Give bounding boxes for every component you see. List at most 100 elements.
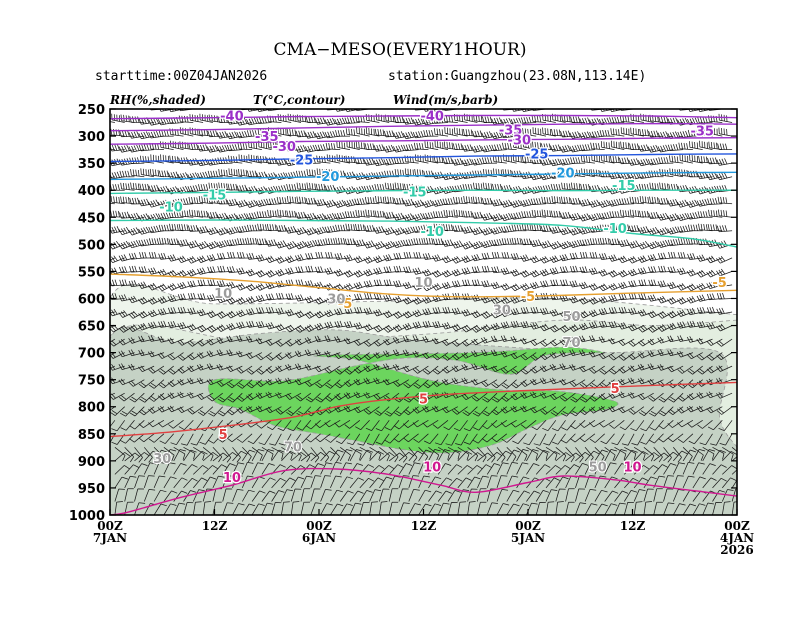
wind-barb [373,240,390,250]
wind-barb [295,325,311,333]
temperature-label: -10 [603,222,627,237]
wind-barb [579,406,596,415]
wind-barb [588,267,605,275]
wind-barb [202,476,217,489]
wind-barb [285,363,302,371]
wind-barb [373,363,390,371]
wind-barb [197,293,213,300]
wind-barb [363,158,380,166]
wind-barb [608,321,625,329]
y-tick-label: 300 [78,130,105,145]
wind-barb [491,266,507,274]
wind-barb [696,282,713,291]
wind-barb [432,352,449,361]
wind-barb [237,251,253,259]
wind-barb [355,209,370,218]
wind-barb [388,452,405,462]
wind-barb [408,447,418,463]
wind-barb [266,157,282,165]
temperature-label: 5 [611,382,620,397]
wind-barb [653,452,670,462]
wind-barb [663,447,672,463]
wind-barb [124,452,141,462]
temperature-label: -15 [612,179,636,194]
wind-barb [526,463,540,475]
wind-barb [639,210,654,218]
wind-barb [206,226,223,236]
wind-barb [118,294,135,302]
wind-barb [217,116,233,123]
wind-barb [447,464,463,475]
wind-barb [706,306,723,314]
wind-barb [187,292,204,300]
wind-barb [471,254,488,262]
wind-barb [618,172,635,181]
wind-barb [551,195,566,205]
wind-barb [604,449,617,462]
wind-barb [304,227,321,236]
wind-barb [373,255,390,263]
wind-barb [432,294,449,302]
wind-barb [663,475,674,489]
wind-barb [423,224,439,232]
wind-barb [258,140,272,150]
wind-barb [130,182,145,191]
wind-barb [677,335,693,342]
wind-barb [393,379,409,387]
wind-barb [530,239,547,247]
wind-barb [471,392,488,402]
wind-barb [169,109,184,113]
wind-barb [138,365,155,373]
wind-barb [550,293,566,301]
wind-barb [295,392,312,402]
wind-barb [196,255,214,263]
wind-barb [471,325,488,333]
wind-barb [521,211,537,218]
wind-barb [716,292,733,300]
wind-barb [187,338,204,347]
wind-barb [686,307,703,316]
wind-barb [222,452,238,462]
wind-barb [128,240,145,249]
wind-barb [447,449,462,462]
wind-barb [339,449,353,462]
wind-barb [199,433,214,445]
wind-barb [242,447,252,463]
wind-barb [177,338,194,346]
wind-barb [383,266,400,274]
wind-barb [187,158,204,166]
wind-barb [276,224,292,232]
wind-barb [314,117,331,125]
wind-barb [579,238,595,247]
wind-barb [159,237,174,245]
wind-barb [228,168,243,178]
wind-barb [623,502,634,515]
wind-barb [716,406,733,415]
wind-barb [384,420,400,431]
wind-barb [251,490,266,502]
wind-barb [569,252,586,260]
wind-barb [382,240,400,250]
wind-barb [530,269,547,278]
wind-barb [637,363,654,371]
wind-barb [369,446,382,461]
wind-barb [138,419,155,429]
wind-barb [472,406,488,417]
wind-barb [160,154,174,164]
wind-barb [236,213,253,222]
wind-barb [192,489,205,502]
wind-barb [373,158,390,167]
wind-barb [589,335,605,342]
wind-barb [627,392,645,399]
wind-barb [491,251,507,259]
wind-barb [433,211,449,218]
wind-barb [480,295,498,304]
wind-barb [326,168,341,178]
wind-barb [255,199,272,207]
wind-barb [589,365,605,374]
wind-barb [344,307,360,314]
wind-barb [363,268,380,277]
wind-barb [207,279,223,287]
wind-barb [588,419,605,428]
wind-barb [594,503,608,515]
